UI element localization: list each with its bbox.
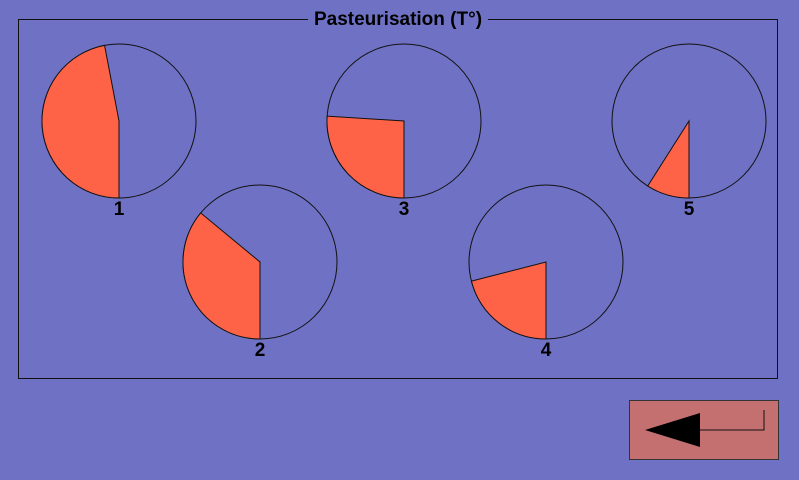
gauge-5-label: 5 [683, 199, 695, 220]
gauge-3: 3 [324, 41, 484, 231]
return-arrow-icon [645, 410, 765, 447]
gauge-4: 4 [466, 182, 626, 372]
gauge-2-dial [182, 184, 338, 340]
gauge-1-label: 1 [113, 199, 125, 220]
gauge-3-label: 3 [398, 199, 410, 220]
gauge-2-fill [182, 212, 261, 340]
pasteurisation-panel: Pasteurisation (T°) [18, 9, 778, 379]
gauge-5-fill [647, 119, 690, 199]
gauge-2-label: 2 [254, 340, 266, 361]
gauge-3-fill [326, 115, 405, 199]
back-button[interactable] [629, 400, 779, 460]
gauge-3-dial [326, 43, 482, 199]
gauge-1-fill [41, 44, 120, 199]
gauge-2: 2 [180, 182, 340, 372]
gauge-4-dial [468, 184, 624, 340]
gauge-1: 1 [39, 41, 199, 231]
gauge-4-fill [470, 261, 547, 340]
gauge-4-label: 4 [540, 340, 552, 361]
gauge-1-dial [41, 43, 197, 199]
panel-title: Pasteurisation (T°) [307, 9, 489, 31]
gauge-5: 5 [609, 41, 769, 231]
gauge-5-dial [611, 43, 767, 199]
